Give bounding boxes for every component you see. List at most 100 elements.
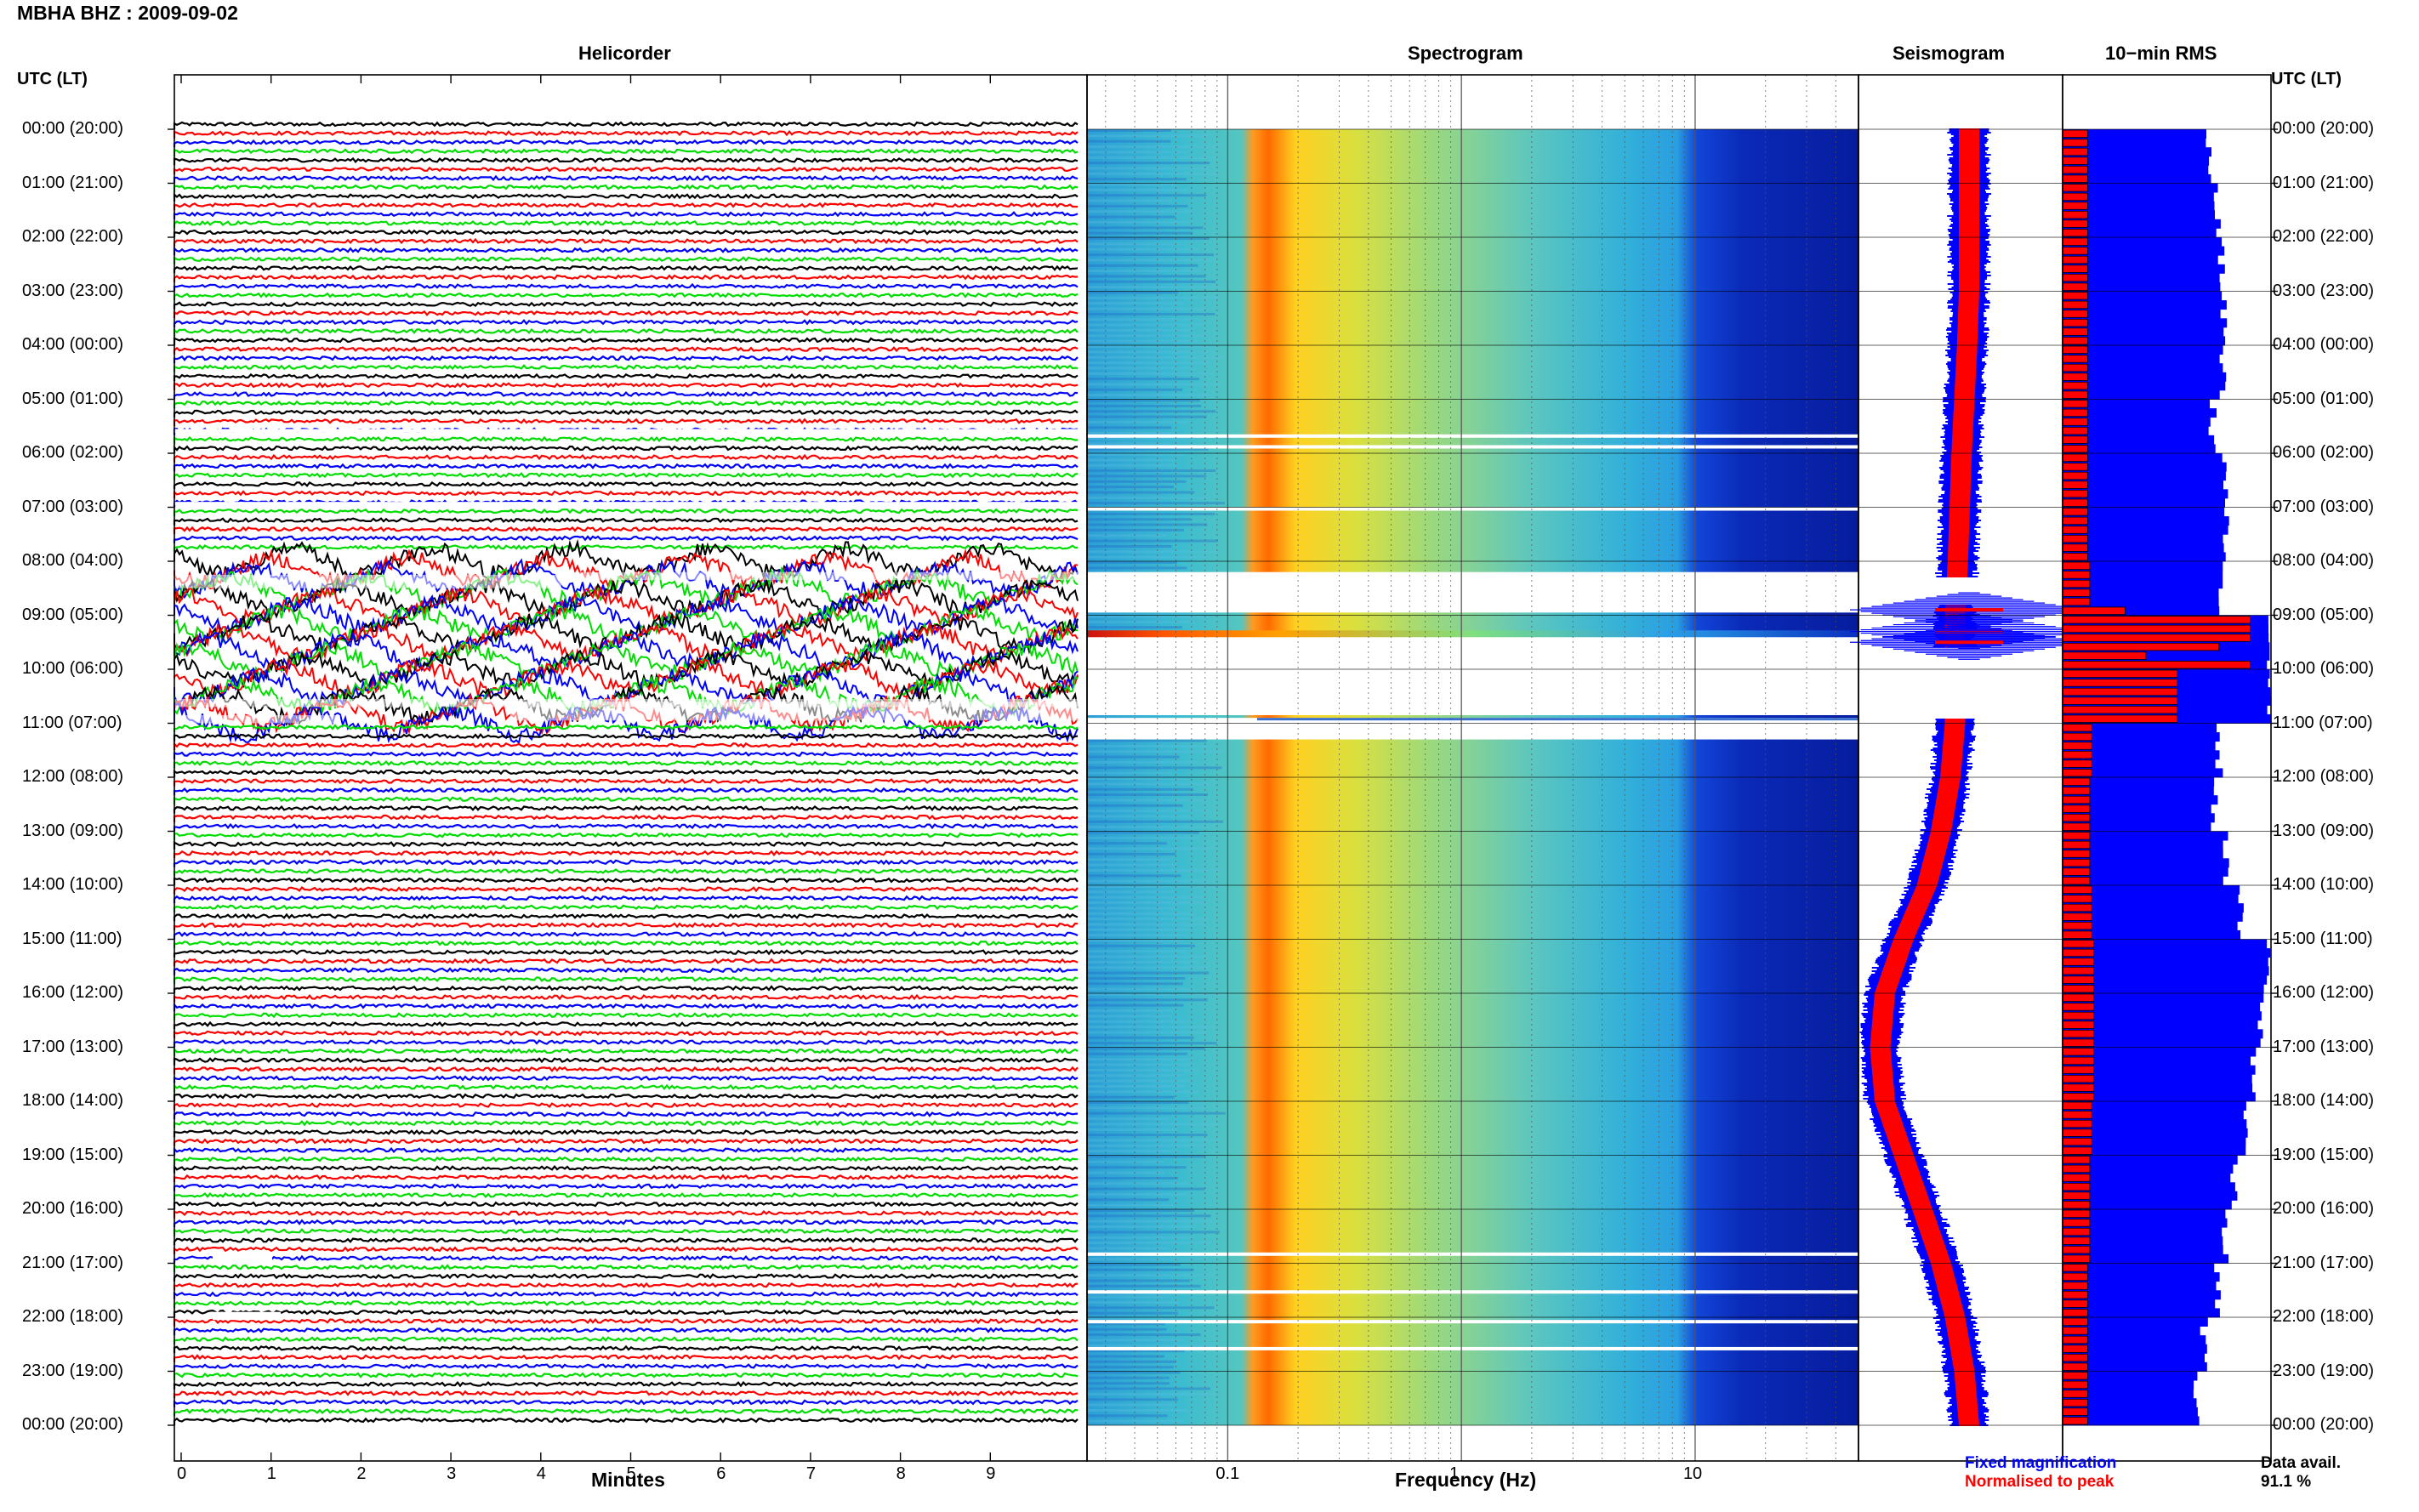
rms-bar-fixed [2063,237,2223,247]
rms-bar-normalised [2062,1101,2092,1111]
helicorder-trace [173,940,1079,949]
rms-bar-normalised [2062,372,2088,381]
rms-bar-normalised [2062,1209,2091,1219]
rms-bar-normalised [2062,273,2088,282]
rms-bar-normalised [2062,822,2091,831]
rms-bar-normalised [2062,966,2095,975]
time-label-right: 18:00 (14:00) [2273,1091,2374,1110]
rms-bar-fixed [2063,201,2215,211]
spectrogram-texture [1087,1209,1194,1212]
rms-bar-fixed [2063,534,2223,544]
rms-bar-fixed [2063,497,2225,508]
rms-bar-fixed [2063,840,2223,850]
rms-bar-normalised [2062,1264,2088,1272]
rms-bar-fixed [2063,858,2229,868]
spectrogram-texture [1087,312,1215,315]
spectrogram-texture [1087,1101,1189,1104]
helicorder-trace [173,364,1079,372]
utc-header-right: UTC (LT) [2271,70,2342,88]
time-label-left: 12:00 (08:00) [22,767,123,786]
spectrogram-texture [1087,534,1167,537]
spectrogram-texture [1087,426,1172,429]
rms-bar-fixed [2063,984,2264,994]
helicorder-tick-label: 2 [356,1464,367,1483]
rms-bar-fixed [2063,966,2269,976]
rms-bar-normalised [2062,1128,2092,1137]
spectrogram-texture [1087,378,1199,381]
spectrogram-texture [1087,1376,1170,1379]
time-label-left: 04:00 (00:00) [22,335,123,354]
spectrogram-texture [1087,469,1216,472]
helicorder-trace [173,958,1079,967]
station-title: MBHA BHZ : 2009-09-02 [17,2,238,24]
rms-bar-normalised [2062,867,2091,876]
spectrogram-gap-line [1087,434,1858,438]
rms-bar-normalised [2062,345,2088,355]
rms-bar-fixed [2063,1020,2258,1030]
spectrogram-texture [1087,215,1175,219]
spectrogram-gap [1087,718,1858,740]
helicorder-trace [173,121,1079,129]
spectrogram-texture [1087,156,1216,159]
helicorder-trace [173,156,1079,166]
spectrogram-texture [1087,561,1178,564]
rms-bar-normalised [2062,381,2088,390]
spectrogram-texture [1087,502,1225,505]
rms-bar-normalised [2062,1056,2095,1066]
rms-bar-fixed [2063,786,2214,796]
rms-bar-fixed [2063,1353,2205,1363]
rms-bar-fixed [2063,1083,2253,1093]
spectrogram-texture [1087,420,1189,423]
rms-bar-normalised [2062,156,2088,165]
rms-bar-normalised [2062,769,2092,777]
helicorder-trace [173,1354,1079,1362]
rms-bar-normalised [2062,975,2095,984]
helicorder-trace [173,202,1079,211]
rms-bar-normalised [2062,1254,2091,1263]
helicorder-trace [173,1102,1079,1111]
rms-bar-fixed [2063,1308,2220,1318]
spectrogram-texture [1087,264,1198,267]
rms-bar-normalised [2062,579,2091,588]
rms-bar-fixed [2063,273,2220,283]
rms-bar-fixed [2063,507,2225,517]
time-label-left: 07:00 (03:00) [22,497,123,516]
rms-bar-fixed [2063,1209,2226,1219]
rms-bar-normalised [2062,228,2088,237]
spectrogram-texture [1087,1317,1188,1320]
rms-bar-fixed [2063,1371,2198,1381]
spectrogram-texture [1087,231,1193,235]
spectrogram-texture [1087,1274,1215,1277]
rms-bar-fixed [2063,471,2226,481]
spectrogram-texture [1087,955,1208,958]
rms-bar-fixed [2063,1281,2217,1291]
spectrogram-texture [1087,826,1210,829]
rms-bar-normalised [2062,1020,2095,1029]
helicorder-trace [173,1093,1079,1101]
spectrogram-texture [1087,971,1210,975]
rms-bar-normalised [2062,139,2088,147]
rms-bar-fixed [2063,1011,2262,1021]
helicorder-trace [173,769,1079,777]
rms-bar-normalised [2062,1380,2088,1390]
spectrogram-texture [1087,237,1210,240]
rms-bar-normalised [2062,679,2178,687]
spectrogram-texture [1087,270,1202,273]
time-label-right: 04:00 (00:00) [2273,335,2374,354]
spectrogram-texture [1087,307,1205,310]
spectrogram-xlabel: Frequency (Hz) [1395,1469,1537,1491]
helicorder-tick-label: 6 [716,1464,726,1483]
rms-bar-normalised [2062,408,2088,418]
helicorder-tick-label: 3 [447,1464,457,1483]
rms-bar-fixed [2063,165,2209,175]
helicorder-trace [173,751,1079,759]
spectrogram-gap [1087,631,1858,715]
rms-bar-normalised [2062,858,2091,867]
rms-bar-normalised [2062,777,2091,787]
rms-bar-fixed [2063,183,2218,193]
time-label-right: 00:00 (20:00) [2273,1415,2374,1434]
rms-bar-fixed [2063,975,2268,985]
helicorder-trace [173,886,1079,895]
rms-bar-normalised [2062,606,2126,615]
